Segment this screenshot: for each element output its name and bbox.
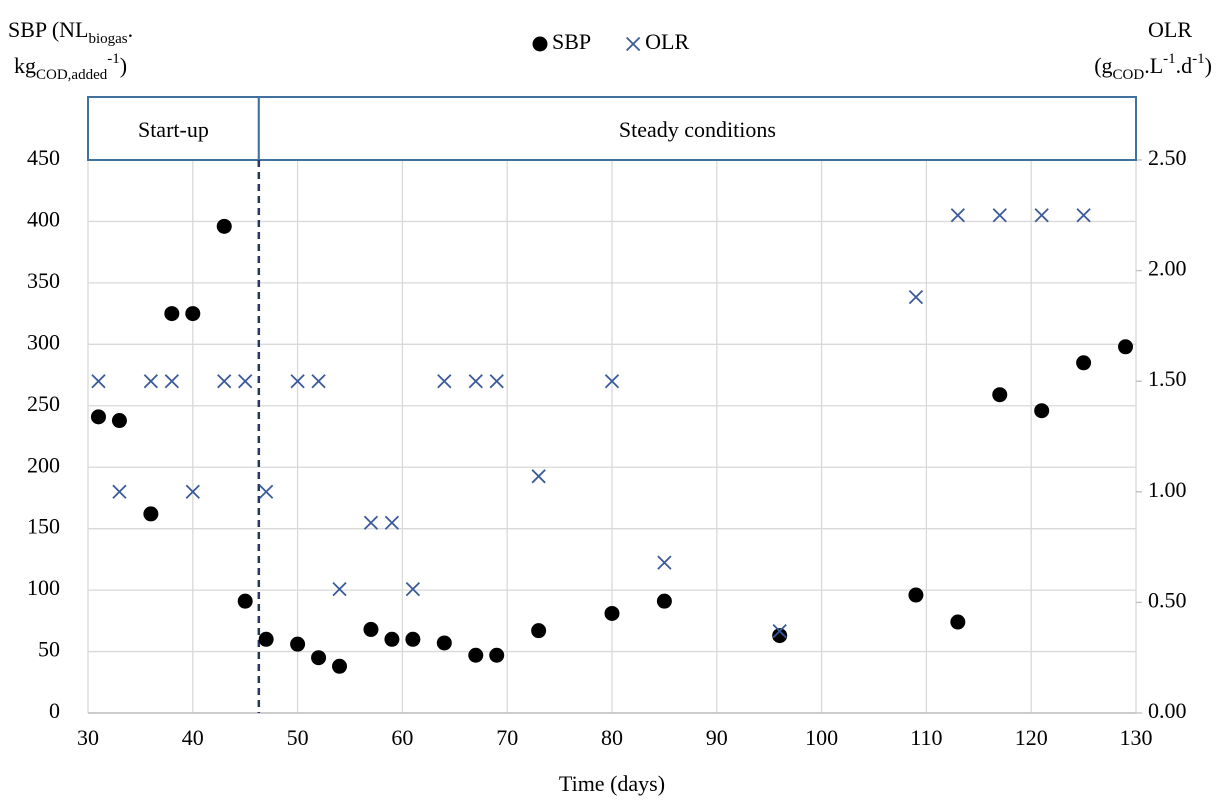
data-point (384, 515, 400, 530)
data-point (164, 306, 180, 322)
data-point (112, 484, 127, 499)
data-point (437, 374, 452, 389)
data-point (992, 208, 1007, 223)
data-point (489, 647, 505, 663)
data-point (531, 623, 547, 639)
data-point (489, 374, 504, 389)
data-point (468, 374, 483, 389)
y-tick-label: 150 (27, 514, 60, 539)
legend-label: SBP (552, 29, 591, 54)
data-point (950, 614, 966, 630)
y2-tick-label: 0.50 (1148, 587, 1187, 612)
legend-marker (532, 36, 548, 52)
data-point (405, 631, 421, 647)
y2-tick-label: 0.00 (1148, 698, 1187, 723)
y2-tick-label: 2.00 (1148, 256, 1187, 281)
data-point (259, 484, 274, 499)
data-point (363, 515, 379, 530)
data-point (363, 621, 379, 637)
data-point (950, 208, 965, 223)
data-point (332, 658, 348, 674)
y-tick-label: 50 (38, 637, 60, 662)
legend-marker (626, 36, 641, 52)
data-point (908, 290, 924, 305)
x-tick-label: 110 (910, 725, 942, 750)
data-point (111, 413, 127, 429)
data-point (311, 374, 326, 389)
x-tick-label: 120 (1015, 725, 1048, 750)
x-tick-label: 90 (706, 725, 728, 750)
y-axis-title: kgCOD,added-1) (14, 51, 127, 83)
data-point (1076, 208, 1091, 223)
data-point (1034, 403, 1050, 419)
data-point (1118, 339, 1134, 355)
data-point (237, 593, 253, 609)
phase-label: Steady conditions (619, 117, 776, 142)
y-tick-label: 450 (27, 145, 60, 170)
data-point (604, 605, 620, 621)
x-tick-label: 80 (601, 725, 623, 750)
y-tick-label: 350 (27, 268, 60, 293)
data-point (531, 469, 546, 484)
x-axis-title: Time (days) (559, 771, 665, 796)
data-point (258, 631, 274, 647)
data-point (290, 636, 306, 652)
data-point (468, 647, 484, 663)
y-tick-label: 300 (27, 329, 60, 354)
legend-label: OLR (645, 29, 689, 54)
y-axis-title: SBP (NLbiogas. (8, 17, 133, 47)
data-point (164, 374, 179, 389)
data-point (604, 374, 620, 389)
data-point (332, 581, 347, 597)
data-point (656, 593, 672, 609)
data-point (185, 306, 201, 322)
data-point (908, 587, 924, 603)
data-point (185, 484, 200, 499)
data-point (90, 409, 106, 425)
phase-box (87, 96, 260, 161)
y-tick-label: 400 (27, 206, 60, 231)
data-point (405, 581, 421, 597)
y2-axis-title: (gCOD.L-1.d-1) (1094, 51, 1212, 83)
y2-tick-label: 1.00 (1148, 477, 1187, 502)
y-tick-label: 200 (27, 452, 60, 477)
x-tick-label: 50 (287, 725, 309, 750)
data-point (143, 506, 159, 522)
y-tick-label: 0 (49, 698, 60, 723)
x-tick-label: 130 (1120, 725, 1153, 750)
data-point (772, 628, 788, 644)
data-point (657, 555, 672, 570)
data-point (436, 635, 452, 651)
y2-axis-title: OLR (1148, 17, 1192, 42)
x-tick-label: 70 (496, 725, 518, 750)
data-point (1076, 355, 1092, 371)
phase-label: Start-up (138, 117, 209, 142)
phase-box (257, 96, 1138, 161)
y2-tick-label: 1.50 (1148, 366, 1187, 391)
data-point (143, 374, 159, 389)
y-tick-label: 250 (27, 391, 60, 416)
data-point (91, 374, 106, 389)
x-tick-label: 60 (391, 725, 413, 750)
data-point (238, 374, 253, 389)
data-point (311, 650, 327, 666)
x-tick-label: 100 (805, 725, 838, 750)
data-point (216, 218, 232, 234)
data-point (772, 624, 787, 639)
y-tick-label: 100 (27, 575, 60, 600)
x-tick-label: 40 (182, 725, 204, 750)
x-tick-label: 30 (77, 725, 99, 750)
data-point (217, 374, 232, 389)
y2-tick-label: 2.50 (1148, 145, 1187, 170)
data-point (1034, 208, 1049, 223)
data-point (992, 387, 1008, 403)
data-point (290, 374, 305, 389)
data-point (384, 631, 400, 647)
